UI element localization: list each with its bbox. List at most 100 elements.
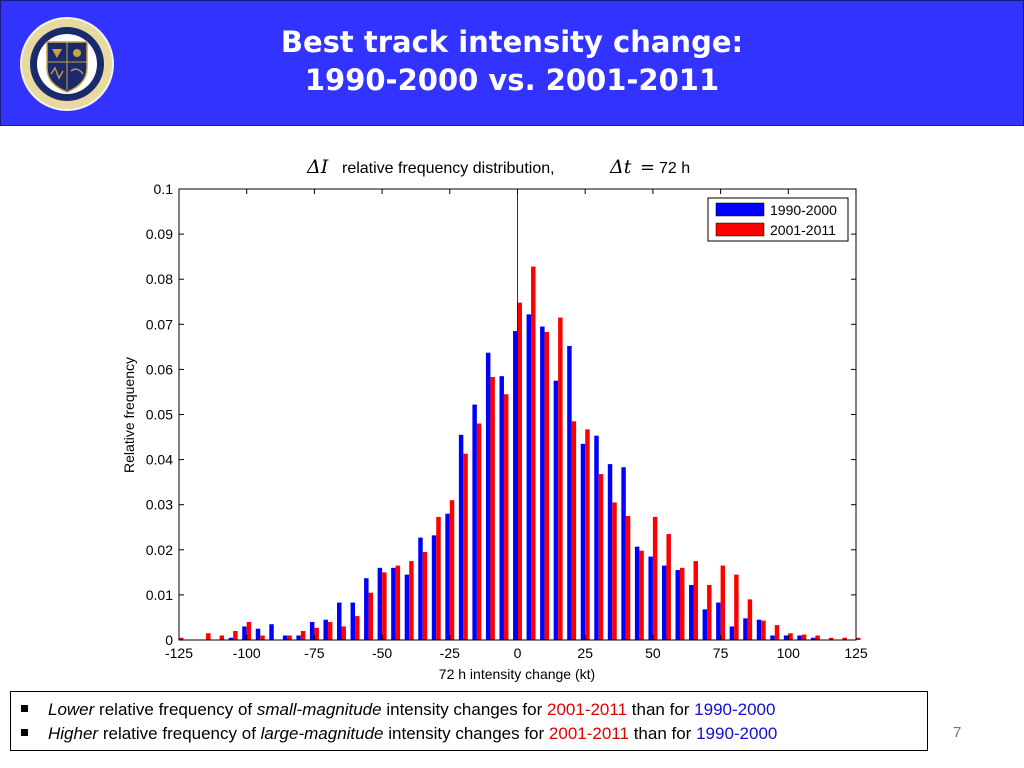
bar-2001-2011 [734, 574, 739, 640]
note-text: relative frequency of [102, 724, 256, 743]
bar-2001-2011 [842, 637, 847, 640]
note-period-red: 2001-2011 [547, 700, 628, 719]
bar-2001-2011 [612, 502, 617, 640]
chart-title-dt: Δt [609, 156, 632, 178]
bar-2001-2011 [476, 423, 482, 640]
note-text: intensity changes for [388, 724, 545, 743]
y-tick-label: 0.02 [146, 542, 173, 558]
y-tick-label: 0.09 [146, 226, 173, 242]
note-text: intensity changes for [386, 700, 543, 719]
bar-2001-2011 [260, 635, 265, 640]
bar-2001-2011 [490, 377, 495, 640]
bar-2001-2011 [395, 565, 401, 640]
x-tick-label: -75 [304, 645, 324, 661]
y-tick-label: 0.05 [146, 407, 173, 423]
x-tick-label: 100 [777, 645, 801, 661]
bar-2001-2011 [788, 633, 793, 640]
bar-1990-2000 [756, 619, 762, 640]
bar-1990-2000 [323, 619, 328, 640]
bar-2001-2011 [314, 627, 319, 640]
y-tick-label: 0.04 [146, 452, 173, 468]
x-tick-label: 75 [713, 645, 729, 661]
bar-2001-2011 [422, 552, 428, 640]
bar-2001-2011 [639, 550, 644, 640]
note-emphasis: Higher [48, 724, 99, 743]
bar-2001-2011 [666, 534, 671, 640]
chart-title-symbol: ΔI [306, 156, 329, 178]
square-bullet-icon [21, 729, 28, 737]
bar-2001-2011 [327, 621, 333, 640]
bar-2001-2011 [219, 635, 225, 640]
chart-title-value: 72 h [659, 160, 690, 177]
bar-2001-2011 [815, 635, 820, 640]
bar-1990-2000 [661, 565, 667, 640]
bar-2001-2011 [747, 599, 753, 640]
bar-1990-2000 [269, 624, 274, 640]
bar-2001-2011 [206, 633, 211, 640]
note-item: Higher relative frequency of large-magni… [21, 722, 927, 746]
chart-title-eq: = [640, 157, 655, 178]
bar-2001-2011 [382, 572, 387, 640]
bar-1990-2000 [255, 628, 261, 640]
bar-1990-2000 [648, 556, 653, 640]
bar-2001-2011 [436, 516, 441, 640]
bar-2001-2011 [179, 637, 184, 640]
note-emphasis: Lower [48, 700, 95, 719]
bar-1990-2000 [770, 635, 775, 640]
legend-swatch-1990-2000 [715, 202, 765, 217]
note-text: than for [633, 724, 692, 743]
title-line-1: Best track intensity change: [280, 25, 744, 59]
bar-1990-2000 [702, 609, 708, 640]
bar-1990-2000 [431, 535, 437, 640]
note-item: Lower relative frequency of small-magnit… [21, 698, 927, 722]
chart-title: ΔI relative frequency distribution, Δt =… [306, 156, 690, 178]
bar-1990-2000 [309, 621, 315, 640]
bar-1990-2000 [458, 434, 464, 640]
y-tick-label: 0.08 [146, 271, 173, 287]
bar-2001-2011 [625, 515, 631, 640]
bar-2001-2011 [652, 516, 658, 640]
bar-2001-2011 [300, 630, 306, 640]
bar-1990-2000 [567, 345, 572, 640]
legend-label-2001-2011: 2001-2011 [770, 222, 836, 238]
bar-1990-2000 [404, 574, 410, 640]
y-tick-label: 0.07 [146, 316, 173, 332]
bar-1990-2000 [337, 602, 342, 640]
legend-label-1990-2000: 1990-2000 [770, 202, 837, 218]
bar-2001-2011 [585, 429, 590, 640]
bar-1990-2000 [729, 626, 735, 640]
bar-1990-2000 [296, 635, 301, 640]
bar-2001-2011 [368, 592, 374, 640]
bar-1990-2000 [621, 467, 626, 640]
bar-1990-2000 [797, 635, 802, 640]
histogram-chart: ΔI relative frequency distribution, Δt =… [121, 156, 868, 682]
bar-1990-2000 [242, 626, 247, 640]
x-tick-label: 50 [645, 645, 661, 661]
note-emphasis: small-magnitude [256, 700, 382, 719]
naval-research-laboratory-logo [20, 17, 114, 111]
bar-2001-2011 [801, 634, 807, 640]
bar-1990-2000 [364, 578, 369, 640]
x-axis-label: 72 h intensity change (kt) [439, 666, 595, 682]
bar-2001-2011 [246, 621, 252, 640]
y-tick-label: 0 [165, 632, 173, 648]
bar-2001-2011 [558, 317, 563, 640]
bar-2001-2011 [544, 331, 550, 640]
bar-1990-2000 [580, 443, 586, 640]
bar-2001-2011 [856, 637, 861, 640]
bar-2001-2011 [517, 302, 522, 640]
bar-2001-2011 [571, 421, 577, 640]
bar-1990-2000 [282, 635, 288, 640]
bar-2001-2011 [463, 453, 468, 640]
bar-2001-2011 [409, 561, 414, 640]
x-tick-label: -50 [372, 645, 392, 661]
bar-1990-2000 [513, 331, 518, 640]
note-text: relative frequency of [99, 700, 253, 719]
bar-1990-2000 [540, 326, 545, 640]
bar-2001-2011 [449, 500, 455, 640]
chart-legend: 1990-2000 2001-2011 [707, 197, 849, 242]
bar-2001-2011 [355, 616, 360, 640]
chart-title-text: relative frequency distribution, [342, 160, 555, 177]
bar-2001-2011 [774, 625, 780, 640]
note-period-blue: 1990-2000 [694, 700, 776, 719]
